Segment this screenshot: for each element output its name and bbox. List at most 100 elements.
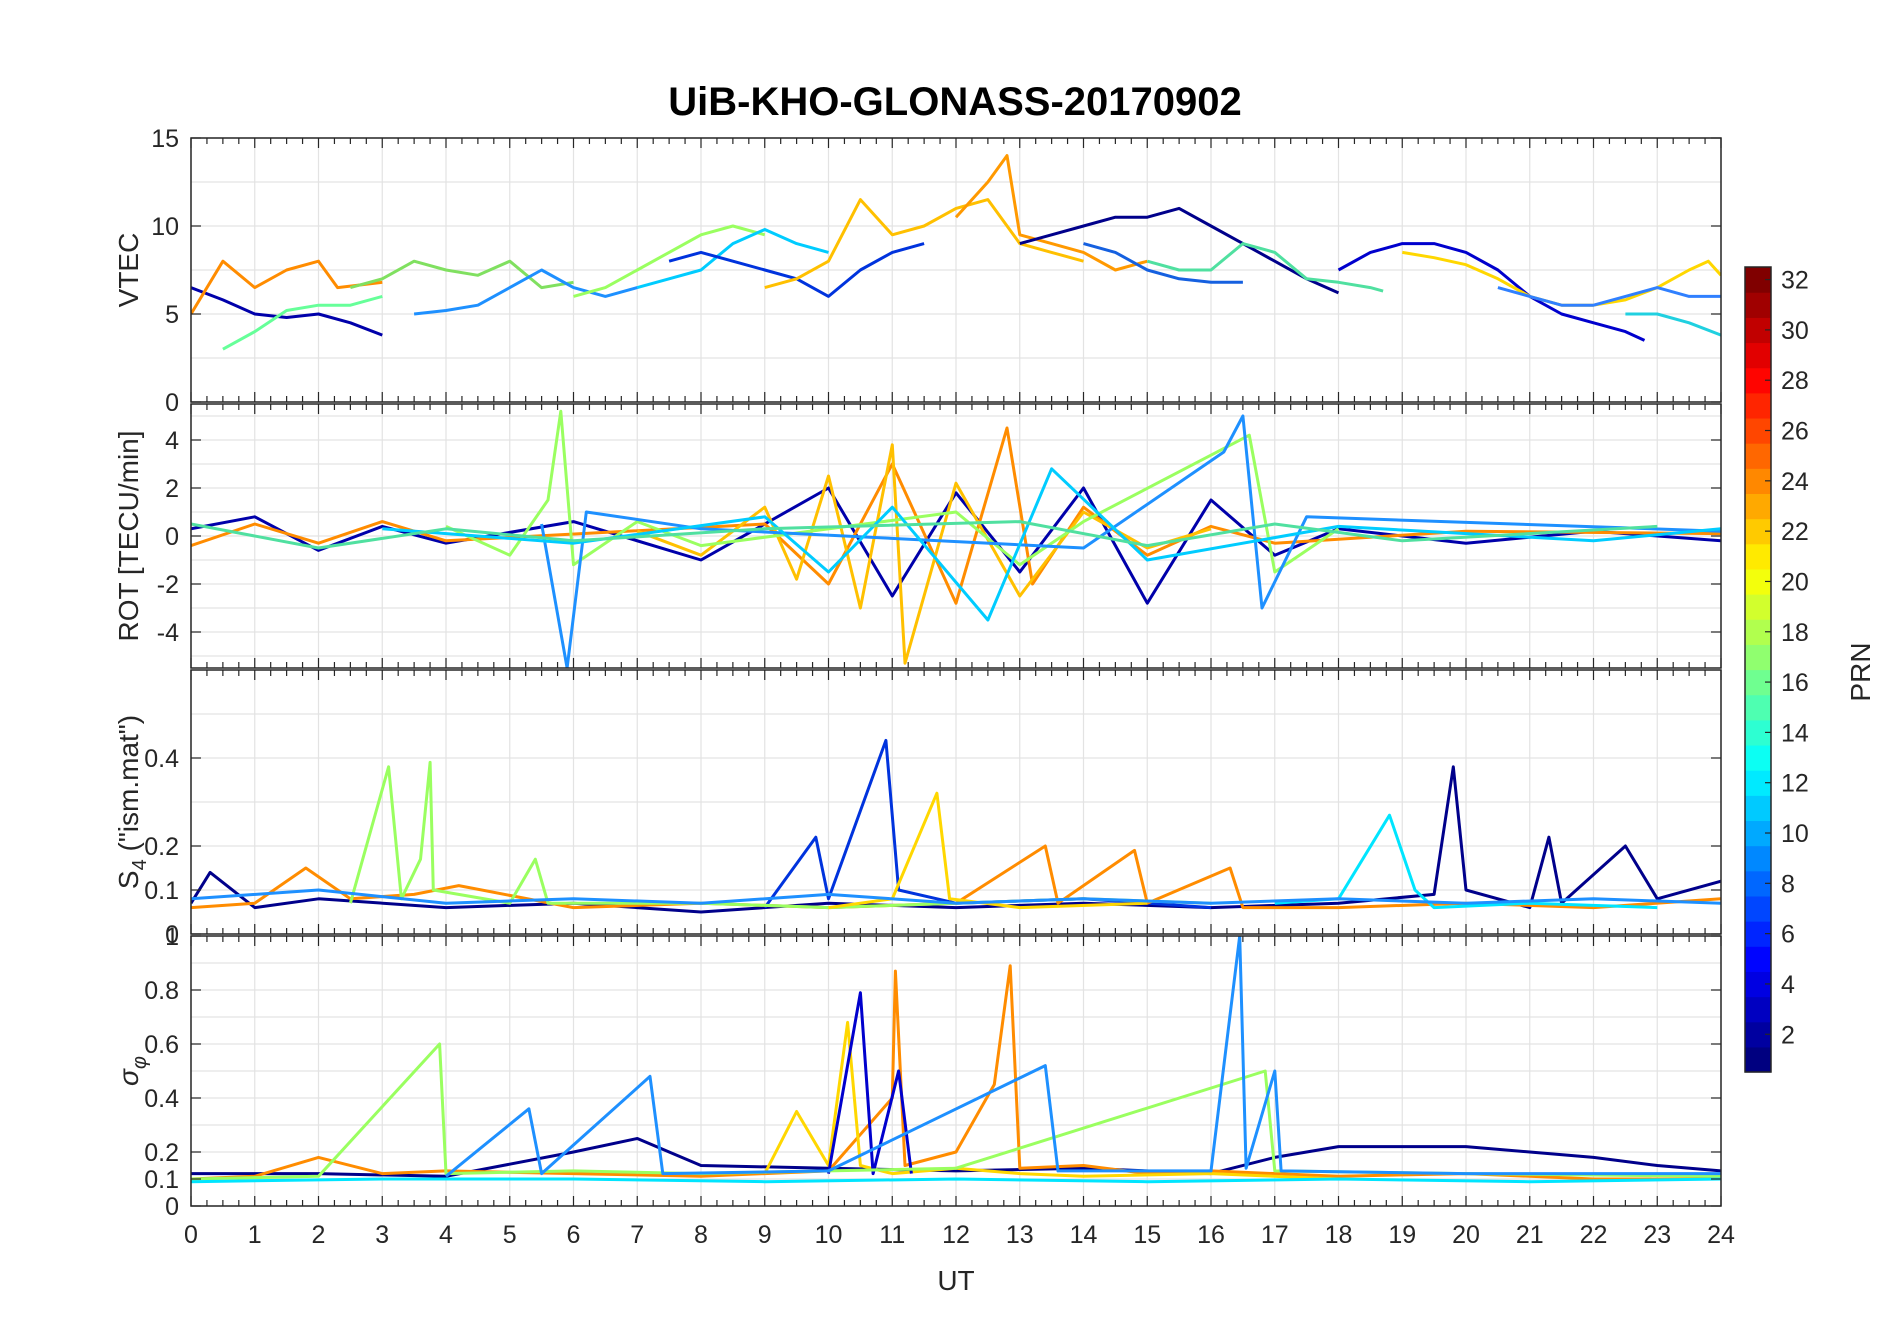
y-tick-label: 0.4 bbox=[144, 745, 179, 773]
colorbar-tick-label: 30 bbox=[1781, 317, 1809, 345]
series-line-vtec-12 bbox=[1146, 242, 1384, 293]
colorbar-segment bbox=[1745, 594, 1771, 620]
y-tick-label: 0 bbox=[165, 1193, 179, 1221]
x-tick-label: 23 bbox=[1643, 1221, 1671, 1249]
series-line-rot-7 bbox=[191, 520, 1658, 550]
x-tick-label: 24 bbox=[1707, 1221, 1735, 1249]
series-line-vtec-6 bbox=[573, 224, 766, 298]
y-tick-label: -4 bbox=[157, 619, 179, 647]
y-tick-label: 10 bbox=[151, 213, 179, 241]
ticks-vtec bbox=[190, 137, 1722, 403]
y-tick-label: 0.2 bbox=[144, 833, 179, 861]
y-axis-label-rot: ROT [TECU/min] bbox=[113, 430, 144, 641]
series-line-sigma-phi-3 bbox=[763, 1020, 1339, 1181]
y-tick-label: -2 bbox=[157, 571, 179, 599]
x-tick-label: 8 bbox=[694, 1221, 708, 1249]
x-tick-label: 6 bbox=[567, 1221, 581, 1249]
colorbar-segment bbox=[1745, 392, 1771, 419]
colorbar-tick-label: 28 bbox=[1781, 367, 1809, 395]
series-line-vtec-3 bbox=[222, 294, 383, 351]
colorbar-segment bbox=[1745, 493, 1771, 520]
colorbar-tick-label: 22 bbox=[1781, 518, 1809, 546]
colorbar-tick-label: 20 bbox=[1781, 568, 1809, 596]
panel-rot: -4 -2 0 2 4 ROT [TECU/min] bbox=[113, 403, 1722, 669]
series-line-vtec-7 bbox=[636, 228, 829, 290]
series-line-rot-4 bbox=[445, 409, 1340, 574]
series-group-rot bbox=[191, 409, 1721, 668]
colorbar-label: PRN bbox=[1845, 642, 1876, 701]
y-axis-label-sigma-phi: σφ bbox=[113, 1056, 151, 1086]
x-tick-label: 17 bbox=[1261, 1221, 1289, 1249]
colorbar-segment bbox=[1745, 694, 1771, 721]
y-tick-label: 0.1 bbox=[144, 1166, 179, 1194]
y-tick-label: 15 bbox=[151, 125, 179, 153]
colorbar-tick-label: 12 bbox=[1781, 770, 1809, 798]
panel-vtec: 0 5 10 15 VTEC bbox=[113, 125, 1722, 417]
colorbar-tick-label: 26 bbox=[1781, 418, 1809, 446]
panel-s4: 0 0.1 0.2 0.4S4 ("ism.mat") bbox=[113, 669, 1722, 949]
series-line-vtec-11 bbox=[1019, 206, 1340, 295]
series-line-rot-5 bbox=[540, 414, 1721, 668]
x-tick-label: 20 bbox=[1452, 1221, 1480, 1249]
series-line-s4-6 bbox=[828, 791, 1148, 910]
x-tick-label: 22 bbox=[1580, 1221, 1608, 1249]
colorbar-tick-label: 2 bbox=[1781, 1021, 1795, 1049]
series-line-vtec-13 bbox=[1083, 242, 1243, 284]
colorbar-segment bbox=[1745, 996, 1771, 1023]
series-line-vtec-16 bbox=[1497, 286, 1721, 307]
colorbar-frame bbox=[1744, 266, 1772, 1073]
x-tick-label: 13 bbox=[1006, 1221, 1034, 1249]
x-tick-label: 3 bbox=[375, 1221, 389, 1249]
colorbar-segment bbox=[1745, 543, 1771, 570]
series-group-vtec bbox=[191, 154, 1721, 351]
series-line-sigma-phi-4 bbox=[827, 991, 913, 1176]
x-tick-label: 5 bbox=[503, 1221, 517, 1249]
series-line-s4-7 bbox=[191, 888, 1721, 905]
series-line-rot-3 bbox=[636, 443, 1212, 665]
colorbar-segment bbox=[1745, 795, 1771, 822]
x-tick-label: 18 bbox=[1325, 1221, 1353, 1249]
y-tick-label: 0.1 bbox=[144, 877, 179, 905]
x-tick-label: 11 bbox=[879, 1221, 905, 1249]
series-line-s4-3 bbox=[191, 844, 1721, 910]
y-tick-label: 2 bbox=[165, 475, 179, 503]
series-group-s4 bbox=[191, 738, 1721, 914]
colorbar-tick-label: 8 bbox=[1781, 870, 1795, 898]
y-tick-label: 0 bbox=[165, 921, 179, 949]
colorbar-tick-label: 10 bbox=[1781, 820, 1809, 848]
y-tick-label: 0 bbox=[165, 389, 179, 417]
series-line-sigma-phi-6 bbox=[445, 936, 1721, 1178]
y-tick-label: 4 bbox=[165, 427, 179, 455]
y-tick-label: 0.4 bbox=[144, 1085, 179, 1113]
x-tick-label: 2 bbox=[312, 1221, 326, 1249]
x-tick-label: 15 bbox=[1133, 1221, 1161, 1249]
colorbar-segment bbox=[1745, 292, 1771, 318]
ticks-rot bbox=[190, 404, 1722, 668]
y-axis-label-s4: S4 ("ism.mat") bbox=[113, 715, 151, 889]
x-tick-label: 16 bbox=[1197, 1221, 1225, 1249]
colorbar-tick-label: 24 bbox=[1781, 468, 1809, 496]
colorbar-tick-label: 18 bbox=[1781, 619, 1809, 647]
series-group-sigma-phi bbox=[191, 936, 1721, 1184]
x-tick-label: 21 bbox=[1516, 1221, 1544, 1249]
colorbar-segment bbox=[1745, 744, 1771, 771]
x-tick-label: 7 bbox=[630, 1221, 644, 1249]
series-line-vtec-2 bbox=[191, 259, 383, 315]
y-axis-label-vtec: VTEC bbox=[113, 233, 144, 308]
y-tick-label: 0.8 bbox=[144, 977, 179, 1005]
ticks-sigma-phi bbox=[190, 935, 1722, 1207]
series-line-vtec-4 bbox=[350, 259, 574, 290]
colorbar-segment bbox=[1745, 342, 1771, 369]
x-tick-label: 1 bbox=[248, 1221, 262, 1249]
chart-title: UiB-KHO-GLONASS-20170902 bbox=[668, 80, 1242, 124]
colorbar-tick-label: 14 bbox=[1781, 719, 1809, 747]
colorbar-segment bbox=[1745, 946, 1771, 972]
x-tick-label: 19 bbox=[1388, 1221, 1416, 1249]
x-tick-label: 9 bbox=[758, 1221, 772, 1249]
y-tick-label: 0.2 bbox=[144, 1139, 179, 1167]
x-tick-label: 12 bbox=[942, 1221, 970, 1249]
colorbar-segment bbox=[1745, 1046, 1771, 1073]
colorbar-segment bbox=[1745, 895, 1771, 922]
x-tick-label: 10 bbox=[815, 1221, 843, 1249]
